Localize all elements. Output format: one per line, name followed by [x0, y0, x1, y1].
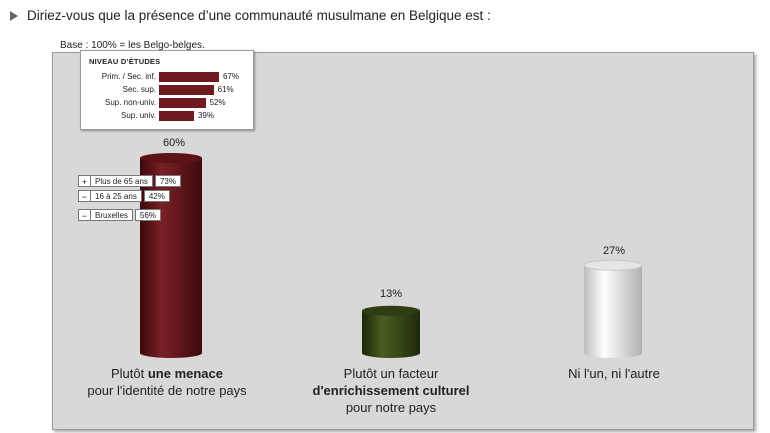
bar-menace — [140, 153, 202, 358]
bar-menace-cap — [140, 153, 202, 163]
education-row-label: Sup. univ. — [121, 111, 156, 120]
demographic-label: 16 à 25 ans — [91, 189, 142, 202]
education-row-value: 61% — [217, 85, 234, 94]
triangle-bullet-icon — [10, 10, 18, 21]
question-text: Diriez-vous que la présence d’une commun… — [27, 8, 491, 23]
bar-enrichissement — [362, 305, 420, 358]
category-label-ni: Ni l'un, ni l'autre — [568, 366, 660, 381]
minus-icon: − — [78, 189, 91, 202]
education-row-value: 67% — [223, 72, 240, 81]
bar-ni-body — [584, 265, 642, 358]
education-title: NIVEAU D’ÉTUDES — [89, 57, 161, 66]
bar-enrichissement-cap — [362, 305, 420, 316]
education-row: Prim. / Sec. inf. 67% — [81, 71, 253, 83]
base-note: Base : 100% = les Belgo-belges. — [60, 40, 205, 51]
demographic-value: 56% — [134, 208, 161, 221]
education-bar — [159, 85, 214, 95]
demographic-value: 42% — [143, 189, 170, 202]
education-row-label: Sup. non-univ. — [105, 98, 156, 107]
education-inset: NIVEAU D’ÉTUDES Prim. / Sec. inf. 67% Sec.… — [80, 50, 254, 130]
demographic-row: + Plus de 65 ans 73% — [78, 174, 181, 187]
question-heading: Diriez-vous que la présence d’une commun… — [10, 8, 491, 23]
value-label-enrichissement: 13% — [379, 288, 403, 300]
education-row-label: Sec. sup. — [122, 85, 156, 94]
demographic-row: −16 à 25 ans 42% — [78, 189, 170, 202]
education-row: Sup. non-univ. 52% — [81, 97, 253, 109]
bar-menace-body — [140, 158, 202, 358]
demographic-label: Plus de 65 ans — [91, 174, 153, 187]
category-label-menace: Plutôt une menace pour l'identité de not… — [87, 366, 247, 398]
value-label-menace: 60% — [162, 137, 186, 149]
demographic-row: − Bruxelles 56% — [78, 208, 161, 221]
minus-icon: − — [78, 208, 91, 221]
education-bar — [159, 111, 194, 121]
education-row: Sec. sup. 61% — [81, 84, 253, 96]
education-row-label: Prim. / Sec. inf. — [101, 72, 156, 81]
demographic-value: 73% — [154, 174, 181, 187]
value-label-ni: 27% — [602, 245, 626, 257]
education-row: Sup. univ. 39% — [81, 110, 253, 122]
education-row-value: 52% — [209, 98, 226, 107]
bar-ni — [583, 259, 643, 358]
bar-enrichissement-body — [362, 310, 420, 358]
plus-icon: + — [78, 174, 91, 187]
education-row-value: 39% — [197, 111, 214, 120]
demographic-label: Bruxelles — [91, 208, 133, 221]
education-bar — [159, 98, 206, 108]
category-label-enrichissement: Plutôt un facteur d'enrichissement cultu… — [312, 366, 470, 415]
education-bar — [159, 72, 219, 82]
bar-ni-cap — [583, 259, 643, 271]
